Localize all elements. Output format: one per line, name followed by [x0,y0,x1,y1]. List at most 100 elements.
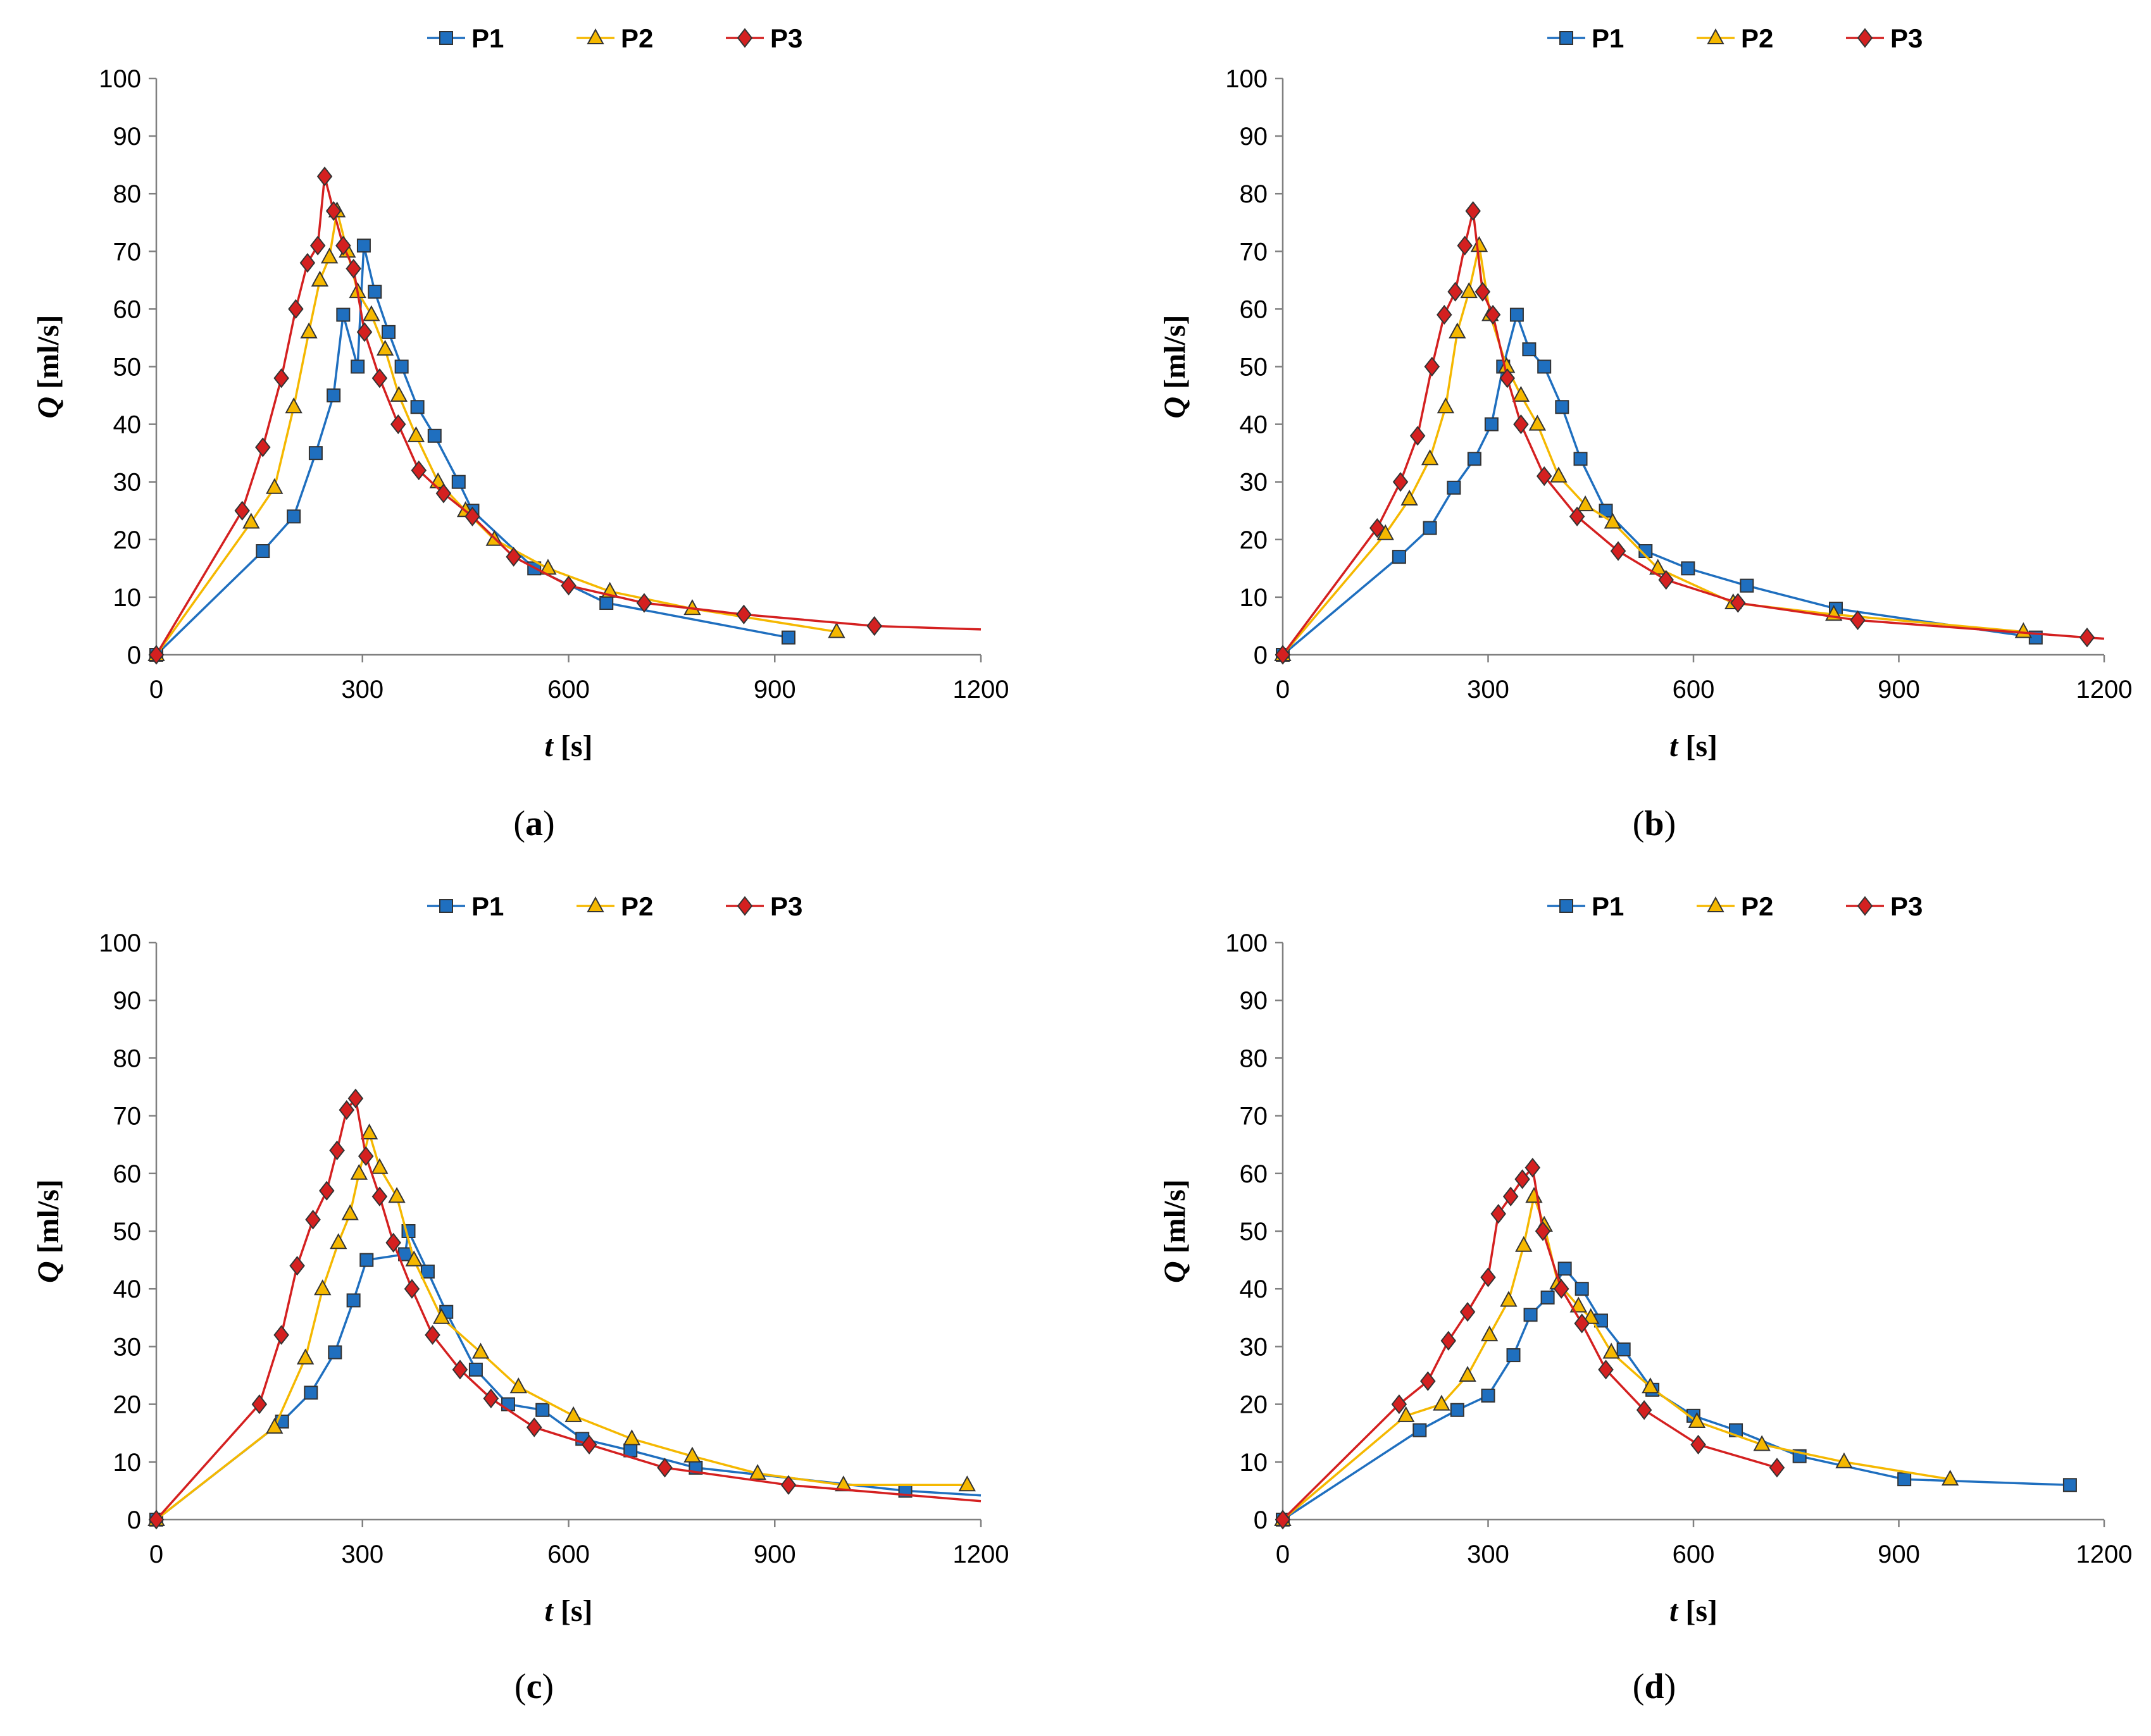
caption-b: (b) [1632,804,1676,843]
b-P1-point [1555,400,1569,414]
a-P1-point [427,428,442,443]
d-P3-point [1391,1394,1407,1415]
b-y-tick-label: 30 [1240,469,1268,497]
legend-P2-label: P2 [1741,891,1773,921]
a-P1-point [287,509,301,524]
d-x-tick-label: 300 [1467,1541,1509,1568]
b-P3-point [1730,593,1746,613]
a-P3-point [411,460,427,481]
a-P1-point [410,400,425,414]
legend-P1-label: P1 [1592,891,1624,921]
d-P1-point [1540,1290,1555,1305]
c-P3-point [148,1510,165,1530]
b-P3-point [1499,368,1516,388]
d-P1-point [1523,1308,1538,1322]
d-P2-point [1569,1296,1587,1313]
a-x-tick-label: 1200 [953,676,1009,704]
a-y-tick-label: 50 [113,354,142,381]
c-P2-line [155,1132,968,1521]
a-P2-point [266,478,284,494]
b-P3-point [1485,304,1501,325]
d-P3-point [1574,1313,1590,1334]
c-P3-point [329,1140,345,1160]
b-P1-point [1681,561,1695,576]
d-P3-point [1690,1434,1706,1455]
b-y-tick-label: 0 [1254,642,1268,669]
a-P2-point [363,305,380,321]
panel-c: 0 10 20 30 40 50 60 70 80 90 100 0 300 600 900 1200 t [s… [0,868,1075,1736]
b-x-axis-unit: [s] [1678,729,1718,763]
b-P1-point [1484,417,1499,431]
c-P2-point [350,1163,368,1180]
legend-P2-label: P2 [621,891,653,921]
c-x-tick-label: 0 [149,1541,163,1568]
c-P2-point [296,1348,315,1365]
b-P3-point [1457,235,1473,256]
c-P3-point [339,1100,355,1120]
b-P2-point [1576,495,1594,512]
c-P2-point [371,1158,389,1174]
b-P2-point [1550,466,1568,483]
d-x-axis-label: t [s] [1669,1594,1718,1628]
d-x-axis-var: t [1669,1594,1679,1628]
a-P3-point [288,299,304,319]
b-P2-point [1528,414,1547,431]
a-P2-point [320,247,339,264]
c-P3-point [581,1434,597,1455]
a-P1-point [781,630,795,645]
legend-P3-label: P3 [770,23,802,53]
c-y-tick-label: 70 [113,1103,142,1131]
d-series-P1 [1276,1262,2077,1527]
c-P3-point [780,1475,797,1495]
c-P1-point [535,1403,550,1417]
d-y-axis-label: Q [ml/s] [1158,1179,1192,1283]
d-y-tick-label: 20 [1240,1391,1268,1419]
d-P1-point [1481,1388,1495,1403]
c-P2-point [509,1377,527,1394]
d-P1-point [1574,1282,1589,1296]
b-y-tick-label: 20 [1240,526,1268,554]
b-P1-point [1573,452,1588,466]
c-P2-point [341,1204,359,1220]
b-y-tick-label: 70 [1240,238,1268,266]
b-y-axis-label: Q [ml/s] [1158,315,1192,419]
d-x-tick-label: 900 [1878,1541,1920,1568]
b-P2-line [1281,244,2024,656]
d-y-tick-label: 40 [1240,1275,1268,1303]
a-P3-point [299,252,316,273]
c-x-axis-var: t [545,1594,554,1628]
b-P1-point [1638,544,1653,559]
a-P3-point [866,616,882,636]
a-P2-point [242,512,260,529]
a-P2-point [376,340,394,356]
a-P3-point [390,414,406,435]
d-P1-point [2062,1478,2077,1492]
c-x-tick-label: 900 [754,1541,796,1568]
d-P3-point [1420,1371,1436,1391]
legend-P3-label: P3 [770,891,802,921]
c-x-tick-label: 600 [547,1541,590,1568]
d-P3-point [1440,1330,1457,1351]
legend-P2-marker [587,28,604,44]
legend-P1-marker [1559,31,1573,45]
panel-a: 0 10 20 30 40 50 60 70 80 90 100 0 300 600 900 1200 t [s… [0,0,1075,868]
a-legend: P1 P2 P3 [427,23,802,53]
a-P3-point [255,437,271,457]
d-P2-point [1582,1308,1600,1324]
d-x-axis-unit: [s] [1678,1594,1718,1628]
d-P2-point [1642,1377,1659,1394]
chart-a: 0 10 20 30 40 50 60 70 80 90 100 0 300 600 900 1200 t [s… [32,23,1009,763]
d-P2-point [1753,1435,1771,1451]
a-y-tick-label: 10 [113,584,142,612]
d-x-tick-label: 0 [1276,1541,1290,1568]
d-P3-point [1598,1360,1614,1380]
a-y-tick-label: 30 [113,469,142,497]
b-P3-point [1369,518,1385,538]
d-P1-point [1897,1472,1912,1487]
b-x-tick-label: 0 [1276,676,1290,704]
b-P3-point [1610,541,1626,561]
a-P3-point [335,235,351,256]
c-P1-point [304,1386,318,1400]
d-P1-point [1616,1342,1631,1356]
